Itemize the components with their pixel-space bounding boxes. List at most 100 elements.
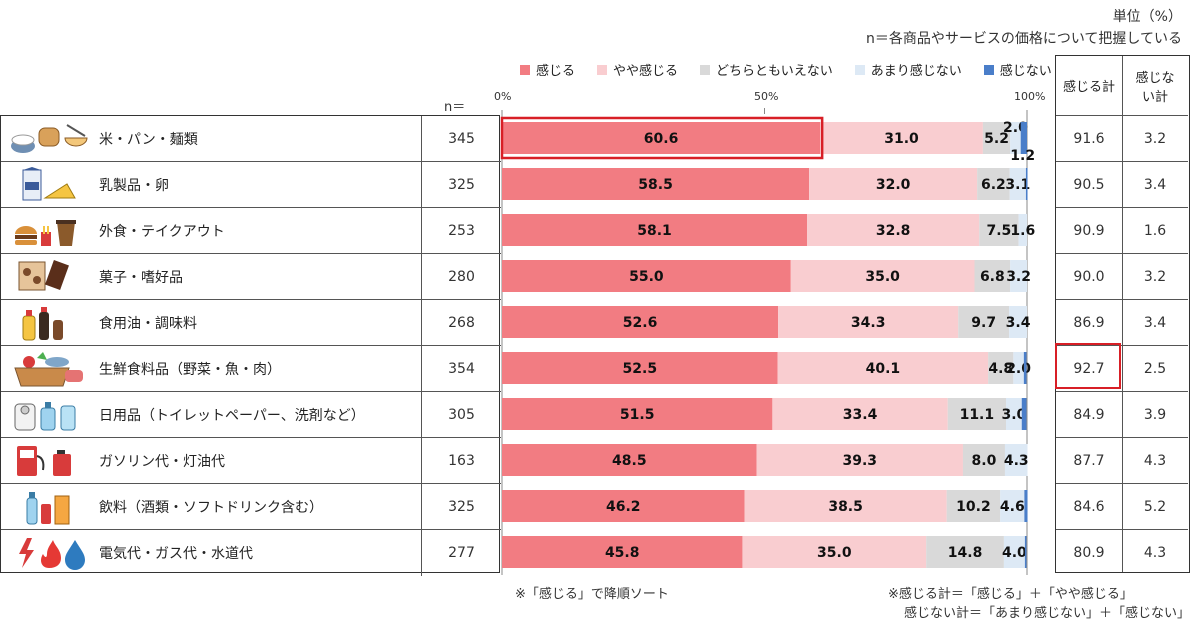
- agree-total-value: 84.9: [1056, 392, 1122, 438]
- bar-segment: [1018, 214, 1027, 246]
- burger-coffee-icon: [9, 212, 89, 250]
- disagree-total-value: 4.3: [1143, 545, 1167, 561]
- data-label: 34.3: [851, 315, 886, 331]
- data-label: 3.1: [1005, 177, 1030, 193]
- bar-segment: [1010, 260, 1027, 292]
- definition-footnote-disagree: 感じない計＝「あまり感じない」＋「感じない」: [904, 606, 1191, 621]
- data-label: 4.6: [1000, 499, 1025, 515]
- legend: 感じる やや感じる どちらともいえない あまり感じない 感じない: [520, 60, 1074, 79]
- table-row: 生鮮食料品（野菜・魚・肉） 354: [1, 346, 501, 392]
- axis-tick-0: 0%: [494, 90, 512, 103]
- bar-segment: [744, 490, 947, 522]
- disagree-total-value: 1.6: [1122, 208, 1188, 254]
- category-label: 乳製品・卵: [99, 178, 169, 194]
- bar-segment: [502, 122, 821, 154]
- legend-swatch-disagree: [983, 64, 994, 75]
- bar-segment: [1024, 536, 1027, 568]
- data-label: 52.6: [623, 315, 658, 331]
- data-label: 9.7: [971, 315, 996, 331]
- disagree-total-value: 3.9: [1122, 392, 1188, 438]
- data-label: 52.5: [623, 361, 658, 377]
- table-row: 菓子・嗜好品 280: [1, 254, 501, 300]
- agree-total-value: 84.6: [1056, 484, 1122, 530]
- data-label: 14.8: [948, 545, 983, 561]
- legend-item-somewhat-agree: やや感じる: [597, 60, 678, 79]
- legend-swatch-agree: [520, 64, 530, 75]
- table-row: 日用品（トイレットペーパー、洗剤など） 305: [1, 392, 501, 438]
- oil-soy-sauce-icon: [9, 304, 89, 342]
- bar-segment: [1013, 352, 1024, 384]
- data-label: 58.5: [638, 177, 673, 193]
- bar-segment: [820, 122, 983, 154]
- data-label: 35.0: [865, 269, 900, 285]
- data-label: 33.4: [843, 407, 878, 423]
- legend-item-agree: 感じる: [520, 60, 575, 79]
- data-label: 6.8: [980, 269, 1005, 285]
- data-label: 3.0: [1001, 407, 1026, 423]
- bar-segment: [1010, 122, 1021, 154]
- data-label: 48.5: [612, 453, 647, 469]
- highlight-max-agree-total: [1055, 343, 1121, 389]
- table-row: 乳製品・卵 325: [1, 162, 501, 208]
- bar-segment: [1004, 444, 1028, 476]
- bar-segment: [947, 398, 1006, 430]
- legend-label-somewhat-disagree: あまり感じない: [870, 64, 962, 79]
- disagree-total-value: 4.3: [1122, 438, 1188, 484]
- unit-label: 単位（%）: [1112, 9, 1182, 25]
- legend-label-somewhat-agree: やや感じる: [613, 64, 679, 79]
- sample-size: 345: [421, 116, 501, 162]
- bar-segment: [1006, 398, 1022, 430]
- toilet-paper-detergent-icon: [9, 396, 89, 434]
- data-label: 40.1: [866, 361, 901, 377]
- sample-size: 253: [421, 208, 501, 254]
- disagree-total-value: 3.4: [1122, 300, 1188, 346]
- bar-segment: [946, 490, 1001, 522]
- fuel-pump-icon: [9, 442, 89, 480]
- axis-tick-50: 50%: [754, 90, 779, 103]
- agree-total-value: 90.0: [1056, 254, 1122, 300]
- bar-segment: [502, 168, 810, 200]
- category-label: 電気代・ガス代・水道代: [99, 546, 253, 562]
- legend-swatch-somewhat-disagree: [854, 64, 865, 75]
- data-label: 39.3: [843, 453, 878, 469]
- bar-segment: [778, 306, 959, 338]
- sample-size: 163: [421, 438, 501, 484]
- table-row: 飲料（酒類・ソフトドリンク含む） 325: [1, 484, 501, 530]
- bar-segment: [502, 444, 757, 476]
- disagree-total-value: 3.2: [1122, 116, 1188, 162]
- sample-size: 268: [421, 300, 501, 346]
- stacked-bar-chart: 60.6 31.0 5.2 2.0 1.2 58.5 32.0 6.2 3.1 58.1 32.8 7…: [500, 108, 1035, 575]
- disagree-total-value: 3.2: [1122, 254, 1188, 300]
- bar-segment: [1021, 398, 1027, 430]
- bar-segment: [502, 352, 778, 384]
- data-label: 32.0: [876, 177, 911, 193]
- legend-item-somewhat-disagree: あまり感じない: [854, 60, 962, 79]
- bar-segment: [502, 490, 745, 522]
- bar-segment: [1009, 168, 1026, 200]
- disagree-total-value: 2.5: [1122, 346, 1188, 392]
- table-row: ガソリン代・灯油代 163: [1, 438, 501, 484]
- table-row: 外食・テイクアウト 253: [1, 208, 501, 254]
- definition-footnote-agree: ※感じる計＝「感じる」＋「やや感じる」: [888, 587, 1133, 602]
- bar-segment: [502, 398, 773, 430]
- legend-label-agree: 感じる: [536, 64, 576, 79]
- agree-total-value: 80.9: [1073, 545, 1105, 561]
- bar-segment: [777, 352, 989, 384]
- bar-segment: [772, 398, 948, 430]
- category-label: 外食・テイクアウト: [99, 224, 225, 240]
- bar-segment: [790, 260, 975, 292]
- bar-segment: [962, 444, 1005, 476]
- bar-segment: [988, 352, 1014, 384]
- sample-size: 305: [421, 392, 501, 438]
- data-label: 31.0: [884, 131, 919, 147]
- category-label: 飲料（酒類・ソフトドリンク含む）: [99, 500, 323, 516]
- data-label: 38.5: [828, 499, 863, 515]
- bar-segment: [502, 306, 779, 338]
- data-label: 10.2: [956, 499, 991, 515]
- category-label: 生鮮食料品（野菜・魚・肉）: [99, 362, 281, 378]
- bar-segment: [502, 214, 808, 246]
- agree-total-value: 90.9: [1056, 208, 1122, 254]
- agree-total-value: 90.5: [1056, 162, 1122, 208]
- data-label: 60.6: [644, 131, 679, 147]
- category-label: 日用品（トイレットペーパー、洗剤など）: [99, 408, 365, 424]
